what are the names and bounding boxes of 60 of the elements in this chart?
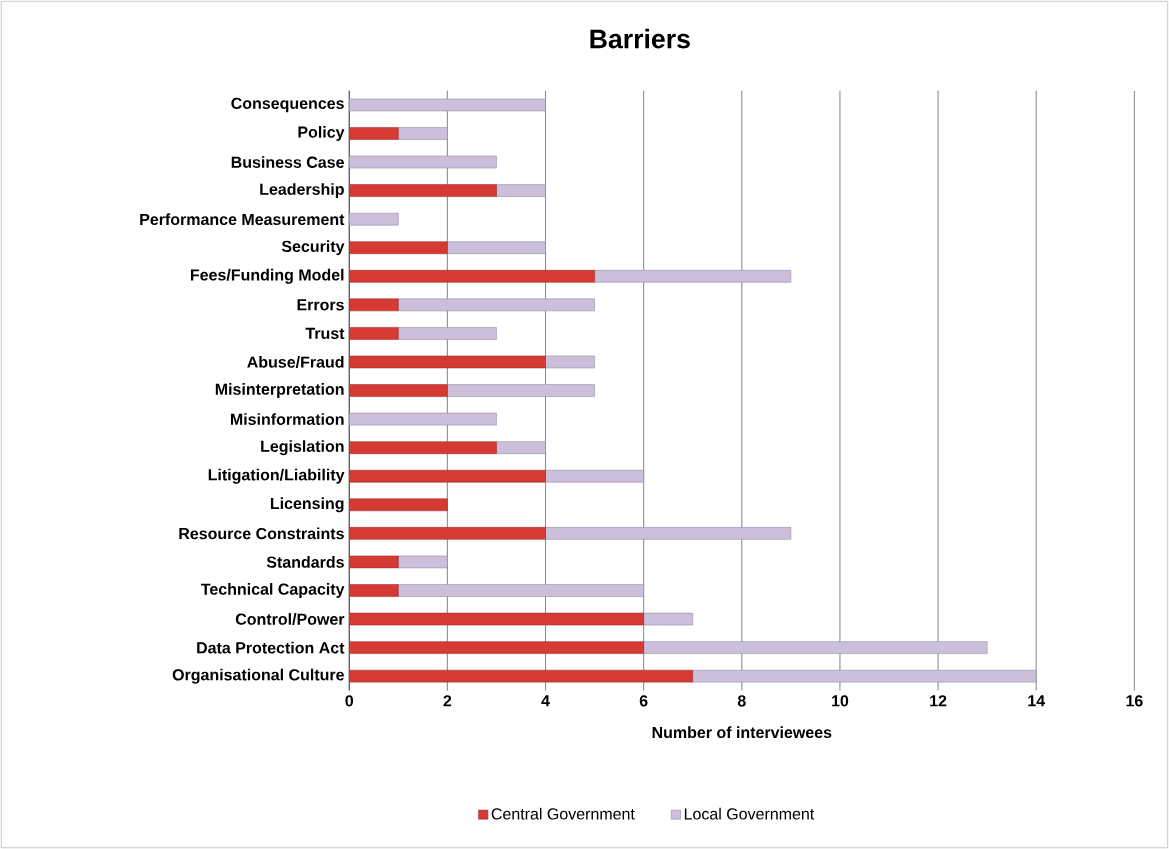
y-tick-label: Data Protection Act — [197, 641, 345, 654]
bar — [398, 584, 644, 597]
y-tick-label: Consequences — [231, 97, 344, 113]
x-tick-label: 4 — [541, 695, 550, 707]
y-tick-label: Licensing — [270, 497, 344, 513]
y-tick-label: Policy — [298, 125, 345, 141]
bar — [643, 641, 988, 654]
y-tick-label: Litigation/Liability — [208, 468, 345, 484]
bar — [545, 469, 644, 483]
bar — [496, 441, 546, 454]
bar — [349, 527, 546, 540]
y-tick-label: Resource Constraints — [179, 527, 344, 540]
y-tick-label: Security — [281, 240, 345, 256]
x-axis-title: Number of interviewees — [652, 726, 832, 739]
bar — [349, 241, 448, 254]
x-tick-label: 14 — [1028, 695, 1046, 707]
bar — [349, 469, 546, 483]
legend-label: Central Government — [491, 807, 635, 820]
bar — [349, 212, 399, 226]
bar — [349, 327, 399, 340]
bar — [349, 269, 595, 283]
bar — [349, 641, 644, 654]
x-tick-label: 16 — [1126, 695, 1143, 707]
y-tick-label: Misinformation — [230, 413, 344, 425]
y-tick-label: Leadership — [260, 183, 344, 199]
y-tick-label: Trust — [305, 327, 345, 339]
x-tick-label: 0 — [345, 695, 354, 707]
x-tick-label: 6 — [639, 695, 648, 707]
y-tick-label: Technical Capacity — [201, 583, 345, 598]
bar — [545, 527, 792, 540]
y-tick-label: Control/Power — [235, 613, 345, 625]
y-tick-label: Business Case — [231, 156, 344, 168]
bar — [349, 441, 497, 454]
bar — [349, 384, 448, 397]
y-tick-label: Legislation — [261, 440, 344, 456]
bar — [447, 241, 546, 254]
bar — [496, 184, 546, 197]
x-tick-label: 12 — [930, 695, 947, 707]
y-tick-label: Misinterpretation — [215, 383, 344, 398]
bar — [349, 127, 399, 140]
bar — [349, 498, 448, 512]
y-tick-label: Standards — [266, 556, 344, 568]
bar — [692, 669, 1037, 683]
bar — [349, 669, 693, 683]
x-tick-label: 8 — [737, 695, 746, 707]
y-tick-label: Abuse/Fraud — [247, 355, 344, 368]
chart-title: Barriers — [590, 28, 690, 49]
bar — [349, 584, 399, 597]
bar — [594, 269, 792, 283]
bar — [398, 327, 497, 340]
x-tick-label: 10 — [832, 695, 849, 707]
bar — [398, 127, 448, 140]
x-tick-label: 2 — [443, 695, 452, 707]
y-tick-label: Fees/Funding Model — [190, 268, 344, 284]
y-tick-label: Errors — [297, 299, 344, 311]
legend-label: Local Government — [684, 807, 815, 820]
y-tick-label: Performance Measurement — [140, 213, 345, 225]
y-tick-label: Organisational Culture — [172, 668, 344, 684]
bar — [447, 384, 595, 397]
bar — [349, 184, 497, 197]
